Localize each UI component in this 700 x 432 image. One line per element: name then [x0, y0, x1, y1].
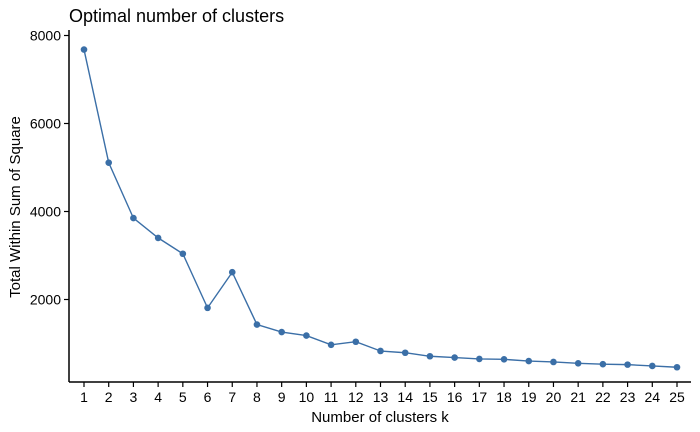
- x-tick-label: 17: [472, 389, 488, 405]
- y-tick-label: 4000: [30, 204, 61, 220]
- data-point: [426, 352, 434, 360]
- x-tick-label: 21: [570, 389, 586, 405]
- data-point: [624, 361, 631, 368]
- series-line: [83, 49, 678, 368]
- data-point: [130, 214, 137, 222]
- x-tick-label: 3: [130, 389, 138, 405]
- data-points: [80, 46, 681, 371]
- x-axis-title: Number of clusters k: [311, 409, 449, 426]
- data-point: [352, 338, 360, 346]
- data-point: [179, 250, 187, 258]
- x-tick-label: 13: [373, 389, 389, 405]
- x-tick-label: 8: [253, 389, 261, 405]
- x-axis-ticks: 1 2 3 4 5 6 7 8 9 10 11 12 13 14 15 16 17 18 19 20 21 22 23 24 2…: [80, 382, 685, 405]
- y-tick-label: 8000: [30, 28, 61, 44]
- data-point: [648, 362, 656, 370]
- data-point: [80, 46, 88, 53]
- data-point: [253, 321, 261, 328]
- data-point: [525, 357, 533, 365]
- x-tick-label: 15: [422, 389, 438, 405]
- chart-title: Optimal number of clusters: [69, 6, 284, 26]
- data-point: [451, 354, 458, 361]
- x-tick-label: 16: [447, 389, 463, 405]
- y-tick-label: 6000: [30, 116, 61, 132]
- y-tick-label: 2000: [30, 292, 61, 308]
- data-point: [599, 360, 607, 368]
- x-tick-label: 14: [397, 389, 413, 405]
- data-point: [105, 159, 113, 166]
- x-tick-label: 5: [179, 389, 187, 405]
- data-point: [228, 268, 236, 276]
- data-point: [204, 304, 211, 312]
- x-tick-label: 24: [645, 389, 661, 405]
- x-tick-label: 23: [620, 389, 636, 405]
- y-axis-ticks: 2000 4000 6000 8000: [30, 28, 69, 308]
- data-point: [673, 363, 681, 371]
- data-point: [401, 349, 409, 357]
- x-tick-label: 11: [324, 389, 339, 405]
- y-axis-title: Total Within Sum of Square: [7, 116, 24, 298]
- data-point: [303, 332, 310, 339]
- x-tick-label: 25: [669, 389, 685, 405]
- x-tick-label: 12: [348, 389, 364, 405]
- x-tick-label: 22: [595, 389, 611, 405]
- x-tick-label: 20: [546, 389, 562, 405]
- x-tick-label: 1: [80, 389, 88, 405]
- x-tick-label: 18: [496, 389, 512, 405]
- data-point: [278, 328, 285, 336]
- x-tick-label: 7: [228, 389, 236, 405]
- data-point: [154, 234, 162, 242]
- x-tick-label: 6: [204, 389, 212, 405]
- x-tick-label: 4: [154, 389, 162, 405]
- x-tick-label: 10: [299, 389, 315, 405]
- data-point: [377, 347, 384, 355]
- x-tick-label: 2: [105, 389, 113, 405]
- data-point: [500, 356, 508, 363]
- data-point: [574, 360, 582, 367]
- data-point: [476, 355, 483, 363]
- data-point: [550, 358, 557, 366]
- x-tick-label: 9: [278, 389, 286, 405]
- data-point: [327, 341, 335, 349]
- x-tick-label: 19: [521, 389, 537, 405]
